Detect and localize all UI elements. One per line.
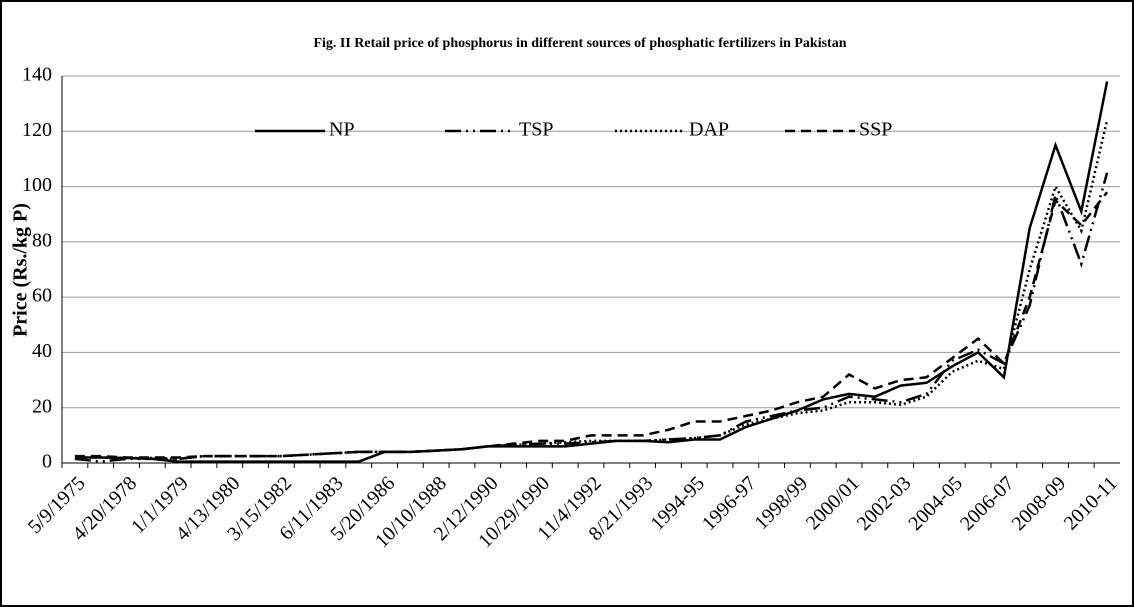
y-tick-label: 100: [22, 174, 52, 196]
legend-label: DAP: [689, 119, 729, 141]
chart-title: Fig. II Retail price of phosphorus in di…: [313, 36, 846, 51]
line-series: [74, 81, 1109, 463]
y-axis-label: Price (Rs./kg P): [10, 203, 32, 337]
y-tick-label: 80: [32, 229, 52, 251]
y-tick-label: 60: [32, 285, 52, 307]
legend-label: SSP: [859, 119, 892, 141]
y-tick-label: 120: [22, 119, 52, 141]
y-tick-label: 40: [32, 340, 52, 362]
legend-label: TSP: [519, 119, 553, 141]
legend-label: NP: [329, 119, 355, 141]
y-tick-label: 0: [42, 451, 52, 473]
line-series: [74, 119, 1109, 461]
y-tick-label: 140: [22, 64, 52, 86]
y-tick-label: 20: [32, 395, 52, 417]
line-series: [74, 191, 1109, 459]
line-series: [74, 172, 1109, 463]
